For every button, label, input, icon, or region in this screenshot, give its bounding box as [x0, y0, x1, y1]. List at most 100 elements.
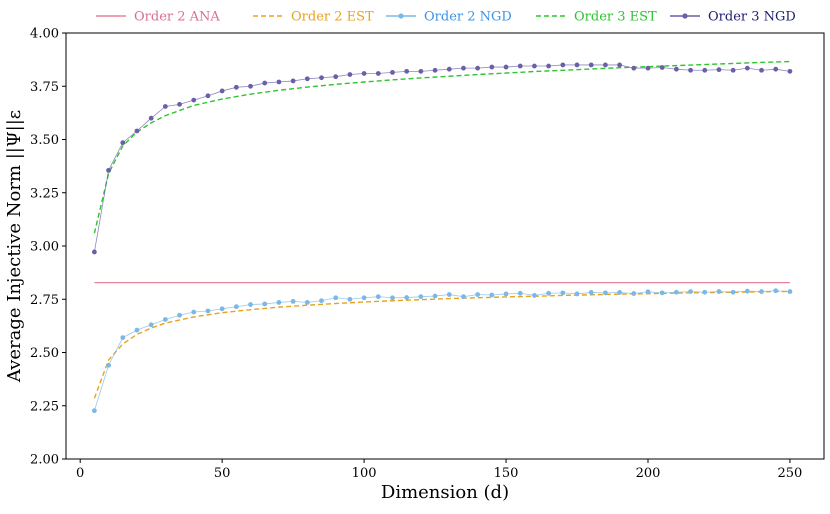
- data-point: [744, 65, 750, 71]
- x-tick-label: 250: [778, 466, 803, 481]
- y-tick-label: 3.75: [30, 80, 59, 95]
- data-point: [205, 93, 211, 99]
- data-point: [177, 312, 182, 318]
- data-point: [744, 288, 750, 294]
- x-tick-label: 100: [352, 466, 377, 481]
- data-point: [134, 128, 140, 134]
- x-axis: 0 50 100 150 200 250: [76, 459, 802, 481]
- data-point: [162, 104, 168, 109]
- data-point: [446, 66, 452, 72]
- data-point: [375, 71, 381, 76]
- data-point: [730, 289, 736, 295]
- data-point: [120, 335, 126, 340]
- data-point: [262, 301, 268, 307]
- data-point: [645, 65, 651, 71]
- y-axis: 2.00 2.25 2.50 2.75 3.00 3.25 3.50 3.75 4.00: [30, 27, 66, 468]
- data-point: [659, 65, 665, 70]
- data-point: [730, 67, 736, 73]
- data-point: [106, 362, 111, 368]
- legend-marker: [682, 13, 688, 19]
- data-point: [673, 289, 679, 295]
- series-line-2: [93, 290, 790, 399]
- legend-label-1: Order 2 ANA: [134, 10, 220, 25]
- y-tick-label: 3.50: [30, 133, 59, 148]
- data-point: [603, 290, 608, 296]
- data-point: [503, 64, 509, 70]
- data-point: [702, 289, 708, 295]
- data-point: [347, 72, 353, 77]
- data-point: [489, 64, 495, 70]
- data-point: [532, 63, 537, 69]
- data-point: [645, 289, 651, 295]
- data-point: [418, 68, 424, 74]
- data-point: [716, 289, 722, 294]
- y-tick-label: 3.00: [30, 240, 59, 255]
- data-point: [631, 65, 637, 71]
- data-point: [546, 290, 552, 296]
- y-tick-label: 4.00: [30, 27, 59, 42]
- data-point: [659, 290, 665, 296]
- data-point: [461, 65, 466, 71]
- data-point: [233, 304, 239, 310]
- data-point: [319, 75, 324, 81]
- data-point: [248, 302, 253, 307]
- data-point: [205, 308, 211, 314]
- data-point: [475, 65, 481, 71]
- data-point: [560, 62, 566, 68]
- data-point: [290, 78, 296, 84]
- data-point: [461, 294, 466, 300]
- data-point: [361, 71, 367, 76]
- data-point: [617, 62, 622, 68]
- data-point: [574, 62, 580, 68]
- x-axis-title: Dimension (d): [381, 482, 509, 503]
- legend-marker: [398, 13, 404, 19]
- y-axis-title: Average Injective Norm ||Ψ||ε: [4, 110, 25, 383]
- data-point: [233, 84, 239, 90]
- data-point: [91, 408, 97, 414]
- series-line-4: [93, 60, 790, 234]
- data-point: [333, 74, 339, 80]
- data-point: [333, 295, 339, 301]
- x-tick-label: 200: [636, 466, 661, 481]
- data-point: [390, 70, 395, 75]
- data-point: [148, 322, 154, 328]
- x-tick-label: 50: [214, 466, 231, 481]
- y-tick-label: 2.00: [30, 453, 59, 468]
- series-line-5: [93, 64, 790, 253]
- data-point: [390, 295, 395, 301]
- data-point: [446, 292, 452, 297]
- data-point: [759, 289, 764, 294]
- data-point: [304, 76, 310, 82]
- data-point: [319, 298, 324, 304]
- data-point: [262, 80, 268, 86]
- legend-label-3: Order 2 NGD: [424, 10, 512, 25]
- data-point: [91, 249, 97, 255]
- data-point: [688, 67, 693, 73]
- data-point: [191, 309, 197, 315]
- series-line-3: [94, 290, 790, 411]
- data-point: [631, 291, 637, 296]
- data-point: [162, 317, 168, 322]
- data-point: [716, 67, 722, 73]
- data-point: [276, 300, 282, 305]
- data-point: [404, 68, 410, 74]
- data-point: [759, 67, 764, 73]
- data-point: [560, 290, 566, 296]
- data-point: [688, 289, 693, 294]
- y-tick-label: 2.25: [30, 399, 59, 414]
- data-point: [148, 115, 154, 121]
- data-point: [177, 101, 182, 107]
- data-point: [219, 306, 225, 312]
- data-point: [574, 291, 580, 297]
- data-point: [617, 290, 622, 295]
- data-point: [404, 295, 410, 300]
- data-point: [532, 293, 537, 298]
- y-tick-label: 3.25: [30, 186, 59, 201]
- data-point: [588, 62, 594, 68]
- data-point: [773, 288, 779, 294]
- data-point: [773, 66, 779, 72]
- data-point: [120, 140, 126, 146]
- data-point: [347, 296, 353, 302]
